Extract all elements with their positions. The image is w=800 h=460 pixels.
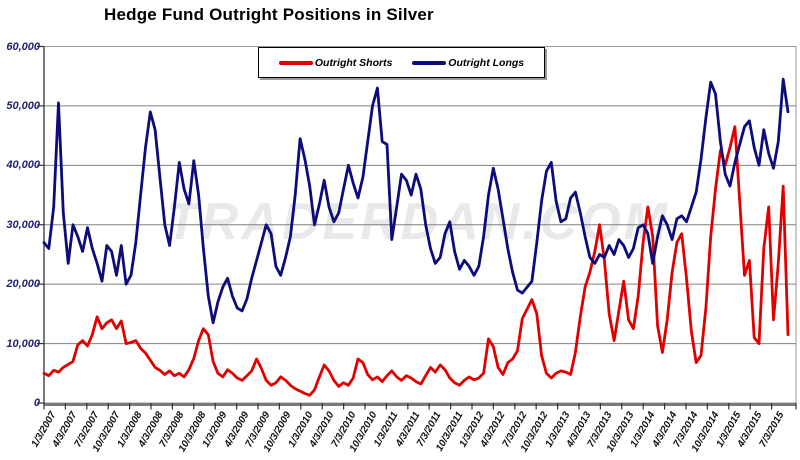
- y-tick-label: 50,000: [6, 99, 40, 112]
- y-tick-label: 20,000: [6, 278, 40, 291]
- legend-item-outright-longs: Outright Longs: [412, 57, 524, 69]
- longs-line-swatch-icon: [412, 60, 447, 65]
- outright-shorts-line: [42, 125, 790, 397]
- legend-item-outright-shorts: Outright Shorts: [278, 56, 393, 69]
- y-tick-label: 40,000: [6, 159, 40, 172]
- chart-title: Hedge Fund Outright Positions in Silver: [104, 5, 434, 24]
- watermark-text: TRADERDAN.COM: [166, 193, 671, 251]
- y-tick-label: 10,000: [6, 337, 40, 350]
- legend: Outright Shorts Outright Longs: [258, 47, 545, 78]
- legend-label-outright-longs: Outright Longs: [448, 56, 525, 69]
- outright-longs-line: [42, 77, 790, 325]
- y-tick-label: 0: [33, 397, 40, 409]
- y-tick-label: 30,000: [6, 218, 40, 231]
- shorts-line-swatch-icon: [278, 60, 313, 65]
- legend-label-outright-shorts: Outright Shorts: [314, 56, 393, 69]
- y-tick-label: 60,000: [6, 40, 40, 53]
